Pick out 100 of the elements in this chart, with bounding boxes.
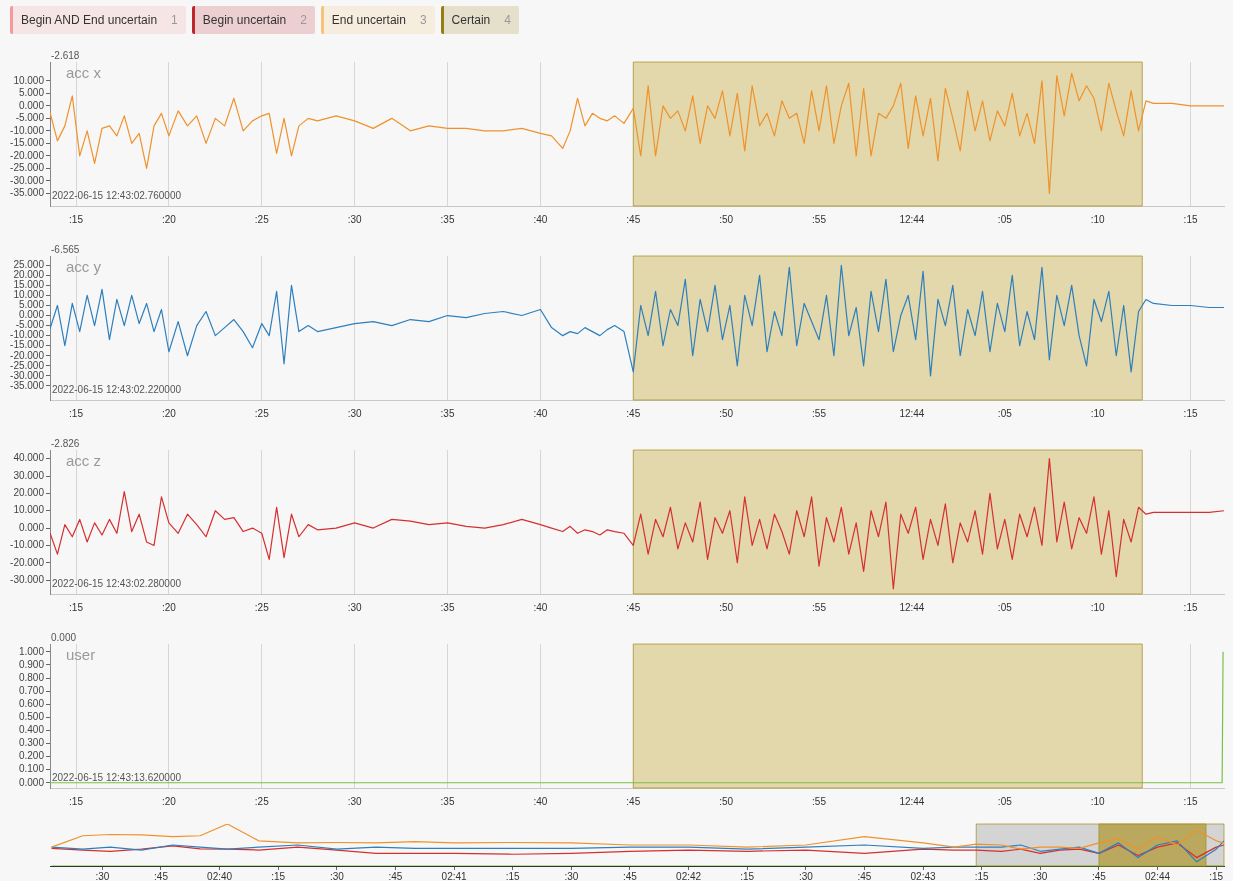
- x-tick-label: :20: [161, 213, 177, 225]
- y-tick-label: 40.000: [13, 452, 45, 464]
- x-tick-label: :30: [798, 870, 814, 881]
- x-tick-label: :45: [1091, 870, 1107, 881]
- x-tick-label: :15: [1183, 601, 1198, 613]
- x-tick-label: :15: [974, 870, 990, 881]
- y-tick-label: 25.000: [13, 259, 45, 270]
- x-tick-label: :55: [812, 795, 827, 807]
- y-tick-label: 0.600: [18, 697, 45, 709]
- x-tick-label: :20: [161, 407, 177, 419]
- y-tick-label: 0.400: [18, 724, 45, 736]
- y-tick-label: 0.000: [18, 99, 45, 111]
- y-tick-label: -25.000: [10, 162, 45, 174]
- text: Begin uncertain: [202, 13, 287, 27]
- x-tick-label: :35: [440, 795, 455, 807]
- x-tick-label: :45: [626, 213, 641, 225]
- x-tick-label: :40: [533, 601, 548, 613]
- y-tick-label: -20.000: [10, 556, 45, 568]
- text: 0.000: [51, 631, 77, 643]
- x-tick-label: :05: [997, 795, 1013, 807]
- x-tick-label: :15: [505, 870, 521, 881]
- x-tick-label: :35: [440, 213, 455, 225]
- x-tick-label: :50: [719, 795, 734, 807]
- x-tick-label: :15: [69, 795, 84, 807]
- x-tick-label: :45: [626, 407, 641, 419]
- y-tick-label: 5.000: [18, 87, 45, 99]
- x-tick-label: 02:41: [441, 870, 468, 881]
- x-tick-label: :50: [719, 601, 734, 613]
- x-tick-label: :30: [329, 870, 345, 881]
- y-tick-label: 1.000: [18, 645, 45, 657]
- x-tick-label: :25: [254, 795, 270, 807]
- x-tick-label: :45: [623, 870, 638, 881]
- x-tick-label: :45: [626, 601, 641, 613]
- x-tick-label: :30: [347, 795, 363, 807]
- x-tick-label: :15: [69, 407, 84, 419]
- chart-title: user: [66, 645, 96, 663]
- x-tick-label: :25: [254, 213, 270, 225]
- annotation: 2022-06-15 12:43:02.220000: [52, 383, 182, 395]
- x-tick-label: :30: [564, 870, 579, 881]
- y-tick-label: 0.000: [18, 776, 45, 788]
- x-tick-label: :55: [812, 407, 827, 419]
- y-tick-label: -5.000: [15, 112, 45, 124]
- y-tick-label: -20.000: [10, 349, 45, 361]
- x-tick-label: 12:44: [899, 213, 925, 225]
- x-tick-label: :10: [1090, 795, 1106, 807]
- text: -2.618: [51, 49, 80, 61]
- x-tick-label: :10: [1090, 601, 1106, 613]
- annotation: 2022-06-15 12:43:13.620000: [52, 771, 182, 783]
- annotation: 2022-06-15 12:43:02.760000: [52, 189, 182, 201]
- y-tick-label: 0.100: [18, 763, 45, 775]
- y-tick-label: 0.800: [18, 671, 45, 683]
- y-tick-label: 0.900: [18, 658, 45, 670]
- y-tick-label: 0.700: [18, 684, 45, 696]
- y-tick-label: 0.500: [18, 711, 45, 723]
- x-tick-label: :15: [1183, 407, 1198, 419]
- text: 2: [300, 13, 307, 27]
- y-tick-label: 15.000: [13, 279, 45, 291]
- chart-title: acc x: [66, 63, 102, 81]
- x-tick-label: :45: [857, 870, 872, 881]
- x-tick-label: :30: [95, 870, 110, 881]
- x-tick-label: :40: [533, 795, 548, 807]
- text: -6.565: [51, 243, 80, 255]
- y-tick-label: 0.000: [18, 521, 45, 533]
- text: 3: [419, 13, 427, 27]
- text: 4: [504, 13, 511, 27]
- x-tick-label: 12:44: [899, 795, 925, 807]
- y-tick-label: 0.300: [18, 737, 45, 749]
- x-tick-label: :05: [997, 601, 1013, 613]
- text: End uncertain: [331, 13, 406, 27]
- x-tick-label: :35: [440, 601, 455, 613]
- y-tick-label: -25.000: [10, 359, 45, 371]
- chart-title: acc z: [66, 451, 102, 469]
- y-tick-label: 0.200: [18, 750, 45, 762]
- y-tick-label: 10.000: [13, 74, 45, 86]
- y-tick-label: -5.000: [15, 319, 45, 331]
- x-tick-label: :40: [533, 407, 548, 419]
- x-tick-label: :45: [388, 870, 403, 881]
- x-tick-label: :45: [154, 870, 169, 881]
- x-tick-label: :30: [347, 601, 363, 613]
- x-tick-label: :10: [1090, 407, 1106, 419]
- x-tick-label: :15: [69, 213, 84, 225]
- x-tick-label: :50: [719, 407, 734, 419]
- x-tick-label: :15: [1183, 213, 1198, 225]
- text: 1: [171, 13, 178, 27]
- x-tick-label: :20: [161, 795, 177, 807]
- x-tick-label: :05: [997, 407, 1013, 419]
- x-tick-label: :30: [347, 407, 363, 419]
- text: Certain: [451, 13, 491, 27]
- x-tick-label: 12:44: [899, 601, 925, 613]
- x-tick-label: :15: [271, 870, 286, 881]
- y-tick-label: -15.000: [10, 137, 45, 149]
- x-tick-label: 02:44: [1145, 870, 1171, 881]
- x-tick-label: 12:44: [899, 407, 925, 419]
- annotation: 2022-06-15 12:43:02.280000: [52, 577, 182, 589]
- chart-title: acc y: [66, 257, 102, 275]
- y-tick-label: -15.000: [10, 339, 45, 351]
- y-tick-label: 20.000: [13, 487, 45, 499]
- x-tick-label: :25: [254, 601, 270, 613]
- x-tick-label: 02:42: [676, 870, 702, 881]
- x-tick-label: :40: [533, 213, 548, 225]
